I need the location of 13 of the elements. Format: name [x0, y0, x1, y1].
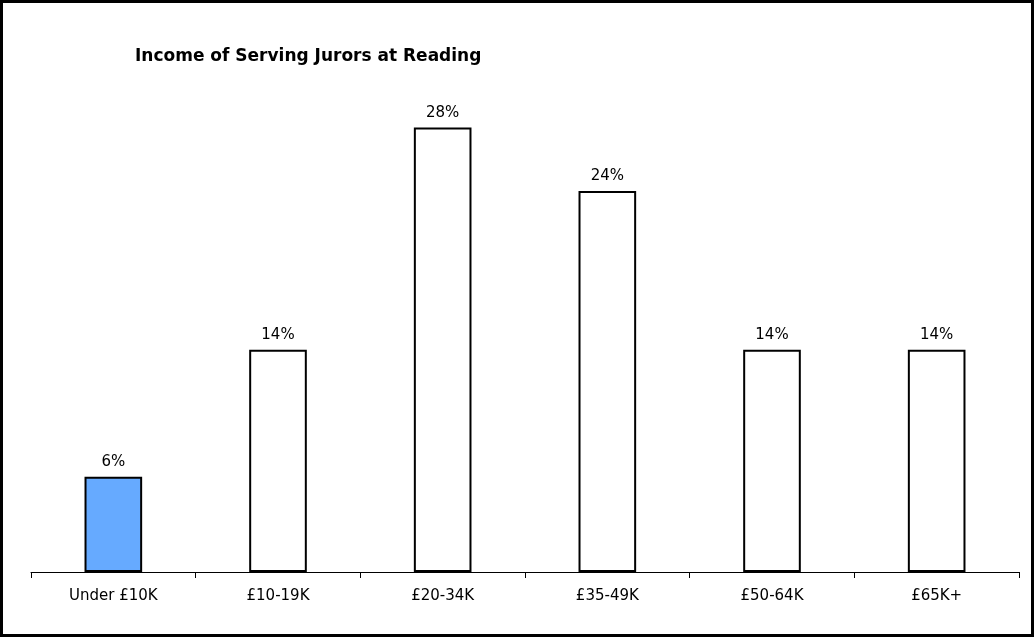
- data-label: 6%: [101, 452, 126, 471]
- x-tick-label: £65K+: [911, 585, 963, 604]
- x-tick-label: £10-19K: [246, 585, 311, 604]
- x-tick-label: £35-49K: [575, 585, 640, 604]
- data-label: 14%: [755, 325, 789, 344]
- data-label: 28%: [425, 102, 460, 121]
- data-label: 14%: [261, 325, 295, 344]
- chart-title: Income of Serving Jurors at Reading: [135, 44, 482, 65]
- x-tick-label: £20-34K: [411, 585, 476, 604]
- x-tick-label: £50-64K: [740, 585, 805, 604]
- data-label: 24%: [590, 166, 625, 185]
- x-tick-label: Under £10K: [69, 585, 159, 604]
- data-label: 14%: [919, 325, 954, 344]
